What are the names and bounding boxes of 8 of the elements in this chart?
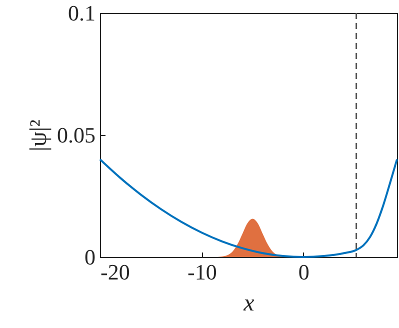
y-tick-label: 0.05 bbox=[57, 122, 96, 148]
x-axis-title: x bbox=[242, 290, 255, 316]
y-tick-label: 0.1 bbox=[68, 0, 96, 26]
y-axis-title: |ψ|² bbox=[26, 120, 52, 152]
x-tick-label: 0 bbox=[298, 260, 310, 284]
x-tick-label: -10 bbox=[188, 260, 217, 284]
line-series bbox=[99, 158, 398, 258]
x-tick-label: -20 bbox=[100, 260, 130, 284]
